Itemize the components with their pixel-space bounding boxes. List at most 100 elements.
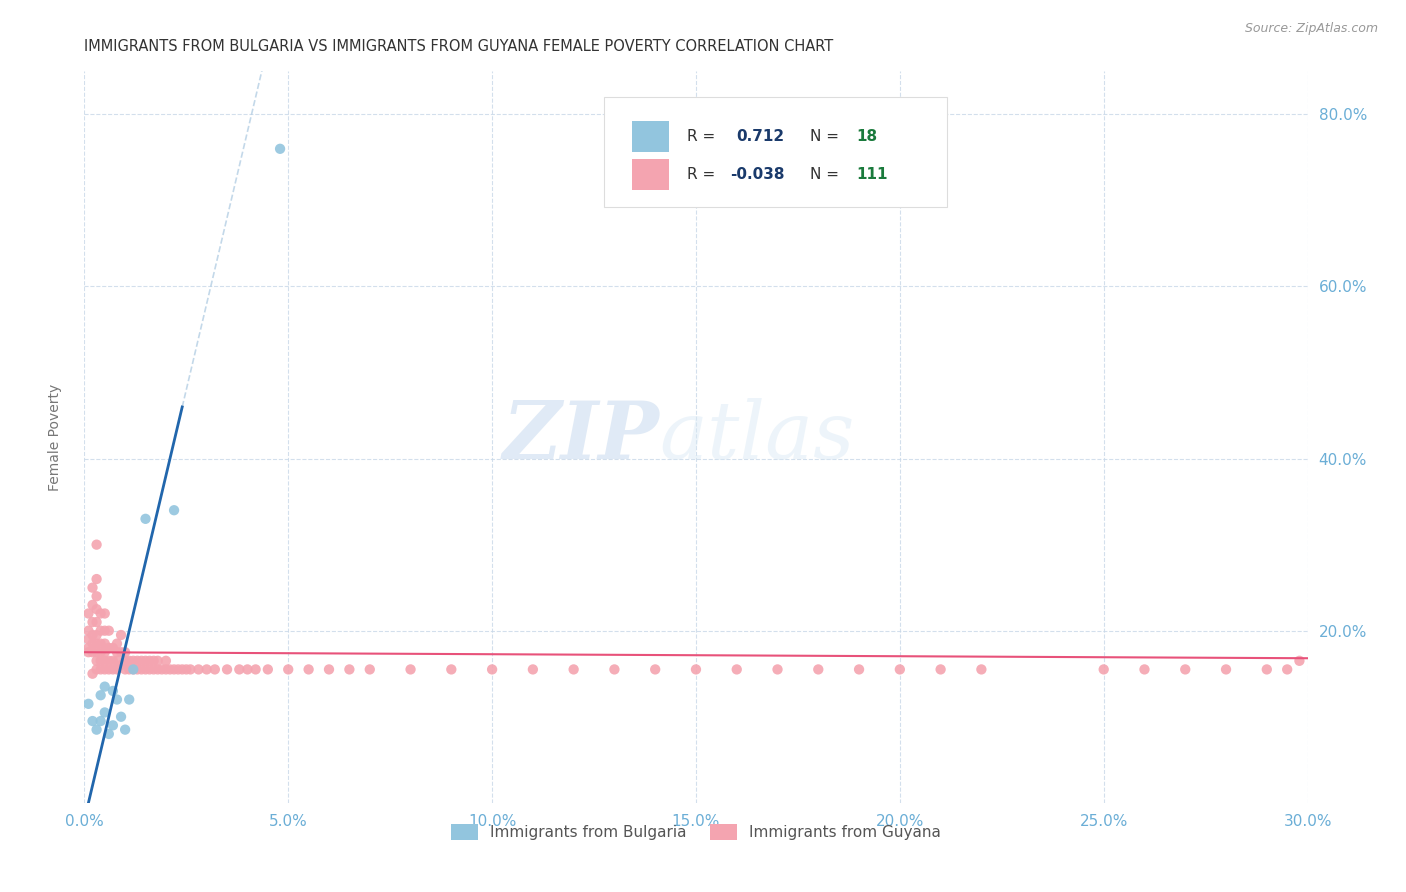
Point: [86, 654, 108, 668]
Point: [150, 662, 173, 676]
Point: [93, 624, 115, 638]
Point: [77, 640, 100, 655]
Point: [82, 645, 104, 659]
Point: [339, 662, 361, 676]
Point: [848, 662, 870, 676]
Point: [82, 666, 104, 681]
Point: [167, 662, 190, 676]
Text: R =: R =: [688, 167, 720, 182]
Point: [195, 662, 218, 676]
Point: [101, 684, 124, 698]
Point: [228, 662, 250, 676]
Point: [105, 692, 128, 706]
Text: atlas: atlas: [659, 399, 855, 475]
Point: [93, 654, 115, 668]
Point: [114, 645, 136, 659]
Point: [131, 662, 153, 676]
Point: [97, 624, 120, 638]
Point: [1288, 654, 1310, 668]
Text: 111: 111: [856, 167, 887, 182]
Text: N =: N =: [810, 167, 844, 182]
Point: [77, 645, 100, 659]
Text: Source: ZipAtlas.com: Source: ZipAtlas.com: [1244, 22, 1378, 36]
Point: [93, 662, 115, 676]
Point: [93, 607, 115, 621]
Point: [172, 662, 194, 676]
Point: [93, 680, 115, 694]
Point: [86, 602, 108, 616]
Point: [481, 662, 503, 676]
Point: [298, 662, 321, 676]
Point: [522, 662, 544, 676]
Point: [929, 662, 952, 676]
Point: [118, 654, 141, 668]
Point: [204, 662, 226, 676]
Point: [131, 654, 153, 668]
Point: [93, 637, 115, 651]
Point: [90, 688, 112, 702]
Point: [138, 662, 160, 676]
Point: [155, 662, 177, 676]
Point: [807, 662, 830, 676]
Point: [138, 654, 160, 668]
Point: [217, 662, 239, 676]
Point: [114, 723, 136, 737]
Point: [889, 662, 911, 676]
Point: [318, 662, 340, 676]
Point: [82, 581, 104, 595]
Point: [159, 662, 181, 676]
Point: [110, 628, 132, 642]
Point: [77, 632, 100, 647]
Point: [118, 692, 141, 706]
Point: [122, 662, 145, 676]
Text: R =: R =: [688, 129, 725, 144]
Point: [399, 662, 422, 676]
Point: [562, 662, 585, 676]
Point: [86, 662, 108, 676]
Point: [101, 718, 124, 732]
Point: [97, 727, 120, 741]
Text: ZIP: ZIP: [502, 399, 659, 475]
Point: [110, 658, 132, 673]
Point: [146, 662, 169, 676]
Point: [90, 654, 112, 668]
Point: [101, 662, 124, 676]
Legend: Immigrants from Bulgaria, Immigrants from Guyana: Immigrants from Bulgaria, Immigrants fro…: [444, 818, 948, 847]
Point: [257, 662, 280, 676]
Point: [1277, 662, 1299, 676]
Point: [236, 662, 259, 676]
Point: [603, 662, 626, 676]
Point: [105, 654, 128, 668]
Text: 18: 18: [856, 129, 877, 144]
Point: [82, 637, 104, 651]
Point: [97, 654, 120, 668]
Point: [90, 714, 112, 728]
Text: 0.712: 0.712: [737, 129, 785, 144]
Point: [1133, 662, 1156, 676]
Point: [90, 607, 112, 621]
Text: -0.038: -0.038: [730, 167, 785, 182]
Point: [685, 662, 707, 676]
Point: [163, 662, 186, 676]
Point: [82, 615, 104, 629]
Point: [93, 645, 115, 659]
Point: [86, 589, 108, 603]
Point: [1215, 662, 1237, 676]
Point: [725, 662, 748, 676]
Text: IMMIGRANTS FROM BULGARIA VS IMMIGRANTS FROM GUYANA FEMALE POVERTY CORRELATION CH: IMMIGRANTS FROM BULGARIA VS IMMIGRANTS F…: [84, 38, 834, 54]
Point: [97, 640, 120, 655]
Point: [90, 645, 112, 659]
FancyBboxPatch shape: [633, 159, 669, 190]
Point: [163, 503, 186, 517]
Point: [82, 714, 104, 728]
Point: [86, 538, 108, 552]
Point: [277, 662, 299, 676]
Point: [142, 662, 165, 676]
Point: [1092, 662, 1115, 676]
Point: [86, 572, 108, 586]
Point: [82, 598, 104, 612]
Point: [644, 662, 666, 676]
Point: [110, 645, 132, 659]
Y-axis label: Female Poverty: Female Poverty: [48, 384, 62, 491]
Point: [118, 662, 141, 676]
